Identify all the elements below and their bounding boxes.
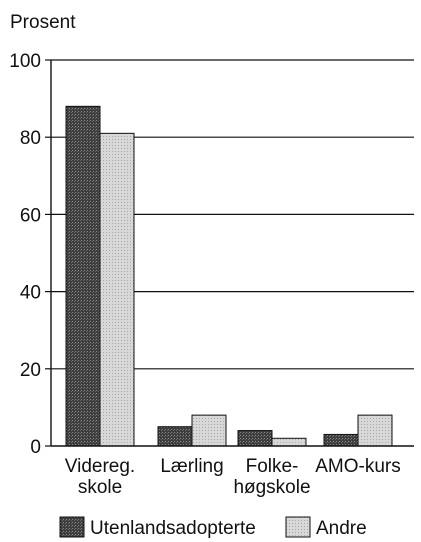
x-tick-label-line: høgskole: [233, 477, 310, 498]
y-tick-label: 100: [9, 51, 41, 72]
x-tick-label: AMO-kurs: [315, 456, 401, 477]
y-tick-label: 0: [30, 437, 41, 458]
y-tick-label: 20: [20, 360, 41, 381]
x-tick-label: Videreg. skole: [65, 456, 135, 498]
legend-swatch: [285, 516, 311, 538]
bar-andre-3: [357, 414, 393, 447]
y-tick-labels: 0 20 40 60 80 100: [9, 51, 41, 458]
x-tick-label: Folke-høgskole: [233, 456, 310, 498]
x-tick-label-line: AMO-kurs: [315, 456, 401, 477]
x-tick-label-line: Videreg.: [65, 456, 135, 477]
bar-utenlandsadopterte-1: [157, 426, 193, 447]
bar-utenlandsadopterte-0: [65, 105, 101, 447]
y-tick-label: 80: [20, 128, 41, 149]
bar-andre-0: [99, 132, 135, 447]
bars: [65, 105, 393, 447]
x-tick-label-line: Lærling: [160, 456, 223, 477]
bar-andre-1: [191, 414, 227, 447]
x-tick-labels: Videreg. skole Lærling Folke-høgskoleAMO-ku…: [65, 456, 401, 498]
x-tick-label: Lærling: [160, 456, 223, 477]
x-tick-label-line: Folke-: [246, 456, 299, 477]
y-tick-label: 40: [20, 283, 41, 304]
x-tick-label-line: skole: [78, 477, 122, 498]
legend-label: Andre: [316, 518, 367, 539]
bar-utenlandsadopterte-3: [323, 433, 359, 447]
legend-label: Utenlandsadopterte: [90, 518, 256, 539]
axes: [45, 59, 414, 447]
y-axis-label: Prosent: [10, 12, 76, 33]
legend: Utenlandsadopterte Andre: [59, 516, 367, 539]
y-tick-label: 60: [20, 205, 41, 226]
bar-utenlandsadopterte-2: [237, 430, 273, 447]
bar-andre-2: [271, 437, 307, 447]
legend-swatch: [59, 516, 85, 538]
